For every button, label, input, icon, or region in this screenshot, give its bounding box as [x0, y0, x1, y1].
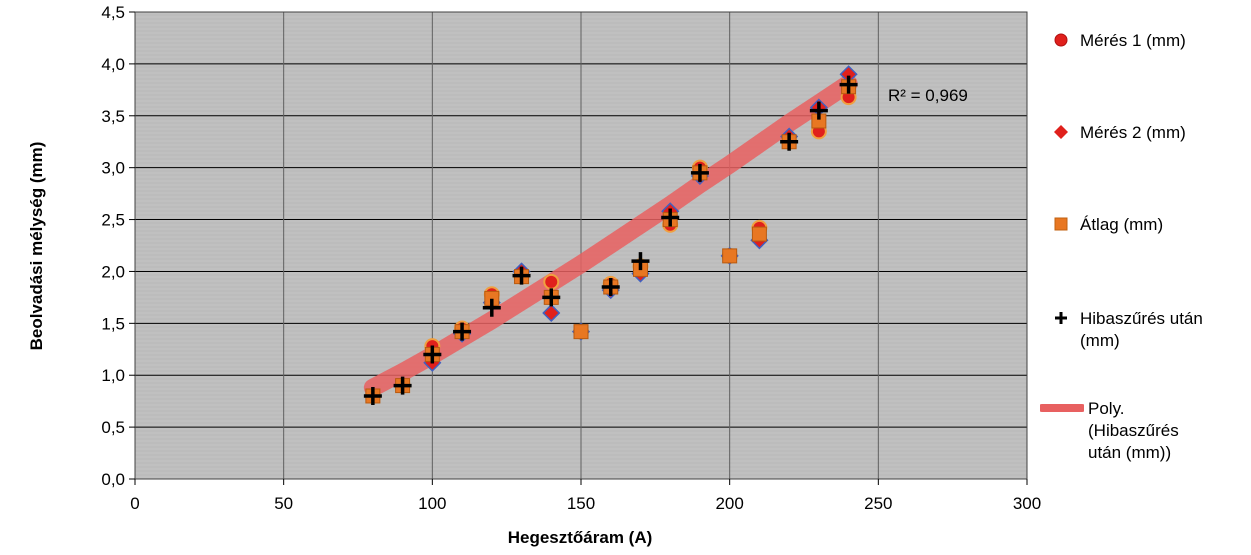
y-axis-title: Beolvadási mélység (mm) — [27, 142, 46, 351]
hibaszures-point — [631, 252, 650, 271]
legend-label: Hibaszűrés után (mm) — [1080, 309, 1203, 350]
hibaszures-point — [453, 322, 472, 341]
legend-label: Átlag (mm) — [1080, 215, 1164, 234]
hibaszures-point — [809, 101, 828, 120]
circle-marker-icon — [1046, 30, 1076, 50]
trendline-marker-icon — [1040, 398, 1084, 418]
x-tick-label: 250 — [864, 494, 892, 513]
hibaszures-point — [542, 288, 561, 307]
legend-item-atlag: Átlag (mm) — [1046, 214, 1163, 236]
legend-item-hibaszures: Hibaszűrés után (mm) — [1046, 308, 1236, 352]
plus-marker-icon — [1046, 308, 1076, 328]
hibaszures-point — [780, 132, 799, 151]
axis-layer: 0,0 0,5 1,0 1,5 2,0 2,5 3,0 3,5 4,0 4,5 0 50 100 150 2… — [101, 3, 1041, 513]
trendline — [363, 74, 858, 397]
legend-item-meres2: Mérés 2 (mm) — [1046, 122, 1186, 144]
meres2-point — [542, 303, 561, 323]
y-tick-label: 2,0 — [101, 262, 125, 281]
square-marker-icon — [1046, 214, 1076, 234]
hibaszures-point — [512, 266, 531, 285]
y-tick-label: 4,5 — [101, 3, 125, 22]
y-tick-label: 1,0 — [101, 366, 125, 385]
x-tick-label: 0 — [130, 494, 139, 513]
atlag-point — [751, 226, 767, 242]
atlag-point — [722, 248, 738, 264]
meres1-point — [543, 273, 560, 290]
r-squared-annotation: R² = 0,969 — [888, 86, 968, 105]
atlag-point — [573, 324, 589, 340]
y-tick-label: 4,0 — [101, 55, 125, 74]
hibaszures-point — [393, 376, 412, 395]
x-tick-label: 200 — [715, 494, 743, 513]
x-tick-label: 300 — [1013, 494, 1041, 513]
legend-item-meres1: Mérés 1 (mm) — [1046, 30, 1186, 52]
x-axis-title: Hegesztőáram (A) — [508, 528, 653, 547]
y-tick-label: 0,5 — [101, 418, 125, 437]
y-tick-label: 1,5 — [101, 314, 125, 333]
legend-item-poly: Poly. (Hibaszűrés után (mm)) — [1040, 398, 1236, 464]
y-tick-label: 3,0 — [101, 159, 125, 178]
legend-label: Mérés 1 (mm) — [1080, 31, 1186, 50]
x-tick-label: 100 — [418, 494, 446, 513]
diamond-marker-icon — [1046, 122, 1076, 142]
hibaszures-point — [363, 386, 382, 405]
y-tick-label: 3,5 — [101, 107, 125, 126]
hibaszures-point — [482, 298, 501, 317]
x-tick-label: 150 — [567, 494, 595, 513]
marks-layer — [363, 65, 858, 406]
y-tick-label: 0,0 — [101, 470, 125, 489]
x-tick-label: 50 — [274, 494, 293, 513]
trend-layer — [363, 74, 858, 397]
hibaszures-point — [839, 75, 858, 94]
hibaszures-point — [601, 278, 620, 297]
legend-label: Poly. (Hibaszűrés után (mm)) — [1088, 399, 1179, 462]
hibaszures-point — [423, 345, 442, 364]
hibaszures-point — [690, 163, 709, 182]
legend-label: Mérés 2 (mm) — [1080, 123, 1186, 142]
hibaszures-point — [661, 208, 680, 227]
y-tick-label: 2,5 — [101, 211, 125, 230]
